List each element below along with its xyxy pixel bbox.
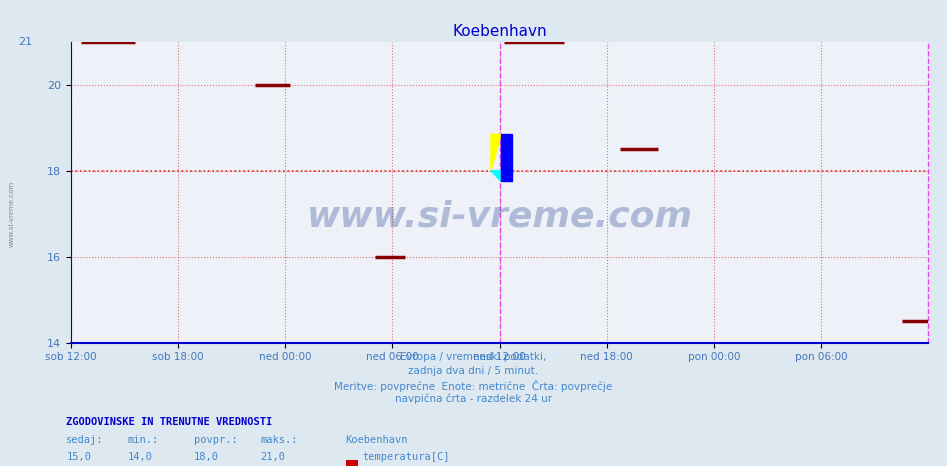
Title: Koebenhavn: Koebenhavn bbox=[453, 24, 546, 40]
Text: 21,0: 21,0 bbox=[260, 452, 285, 462]
Text: 15,0: 15,0 bbox=[66, 452, 91, 462]
Polygon shape bbox=[501, 134, 511, 181]
Polygon shape bbox=[491, 134, 501, 171]
Text: temperatura[C]: temperatura[C] bbox=[363, 452, 450, 462]
Text: maks.:: maks.: bbox=[260, 435, 298, 445]
Text: 21: 21 bbox=[18, 37, 32, 47]
Text: navpična črta - razdelek 24 ur: navpična črta - razdelek 24 ur bbox=[395, 394, 552, 404]
Text: Koebenhavn: Koebenhavn bbox=[346, 435, 408, 445]
Text: www.si-vreme.com: www.si-vreme.com bbox=[307, 199, 692, 233]
Text: 18,0: 18,0 bbox=[194, 452, 219, 462]
Text: min.:: min.: bbox=[128, 435, 159, 445]
Text: sedaj:: sedaj: bbox=[66, 435, 104, 445]
Text: Evropa / vremenski podatki,: Evropa / vremenski podatki, bbox=[401, 352, 546, 362]
Text: 14,0: 14,0 bbox=[128, 452, 152, 462]
Text: povpr.:: povpr.: bbox=[194, 435, 238, 445]
Text: www.si-vreme.com: www.si-vreme.com bbox=[9, 181, 14, 247]
Text: Meritve: povprečne  Enote: metrične  Črta: povprečje: Meritve: povprečne Enote: metrične Črta:… bbox=[334, 380, 613, 392]
Text: ZGODOVINSKE IN TRENUTNE VREDNOSTI: ZGODOVINSKE IN TRENUTNE VREDNOSTI bbox=[66, 417, 273, 427]
Text: zadnja dva dni / 5 minut.: zadnja dva dni / 5 minut. bbox=[408, 366, 539, 376]
Polygon shape bbox=[491, 171, 501, 181]
